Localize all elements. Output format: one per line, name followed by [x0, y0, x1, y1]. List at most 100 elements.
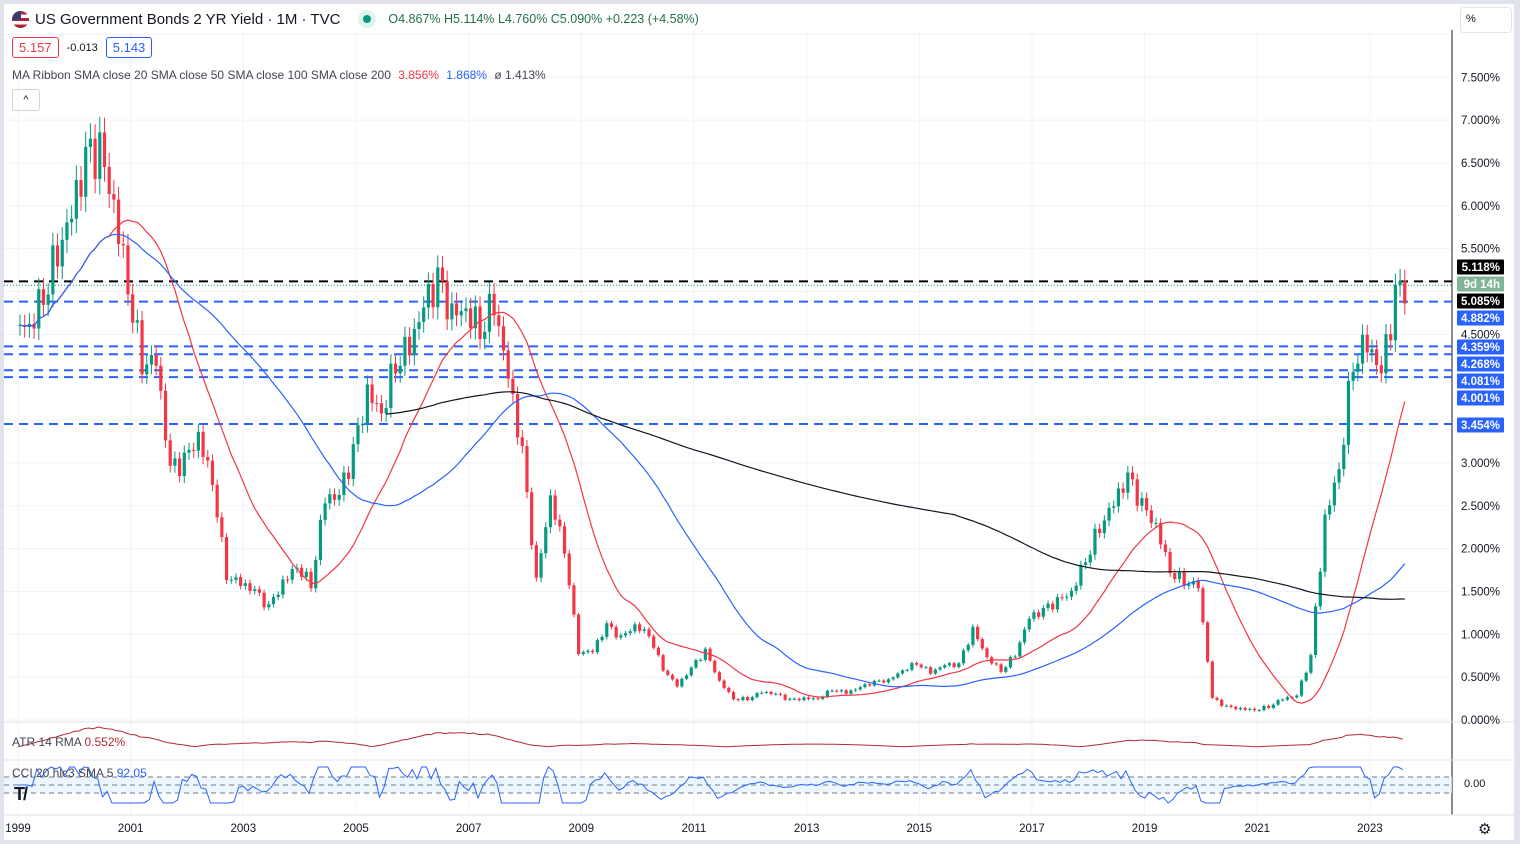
candle-body: [1220, 699, 1224, 706]
candle-body: [1022, 629, 1027, 643]
candle-body: [1102, 520, 1106, 534]
candle-body: [1083, 562, 1088, 565]
tradingview-logo: T/: [14, 784, 28, 804]
candle-body: [619, 635, 623, 638]
candle-body: [1088, 554, 1092, 563]
candle-body: [1112, 506, 1116, 508]
candle-body: [628, 631, 632, 634]
symbol-title[interactable]: US Government Bonds 2 YR Yield · 1M · TV…: [35, 10, 341, 28]
y-tick-label: 2.000%: [1461, 544, 1500, 556]
cci-legend[interactable]: CCI 20 hlc3 SMA 5 92.05: [12, 766, 147, 780]
y-tick-label: 0.000%: [1461, 715, 1500, 727]
candle-body: [652, 636, 656, 648]
candle-body: [562, 526, 567, 554]
candle-body: [1229, 705, 1233, 707]
candle-body: [210, 460, 215, 485]
candle-body: [520, 437, 524, 446]
candle-body: [1130, 472, 1135, 480]
candle-body: [525, 445, 529, 493]
candle-body: [70, 218, 74, 223]
candle-body: [393, 363, 398, 374]
settings-gear-icon[interactable]: ⚙: [1478, 821, 1492, 838]
candle-body: [1055, 597, 1060, 610]
candle-body: [1365, 334, 1369, 353]
ma-ribbon-legend[interactable]: MA Ribbon SMA close 20 SMA close 50 SMA …: [12, 68, 546, 82]
candle-body: [755, 693, 759, 698]
candle-body: [267, 604, 271, 608]
level-tag-bg: [1457, 259, 1504, 275]
candle-body: [454, 303, 459, 316]
candle-body: [337, 494, 341, 500]
y-tick-label: 4.500%: [1461, 329, 1500, 341]
y-tick-label: 7.500%: [1461, 72, 1500, 84]
candle-body: [398, 365, 402, 374]
candle-body: [548, 495, 553, 528]
candle-body: [774, 693, 778, 695]
countdown-tag-bg: [1457, 276, 1504, 292]
candle-body: [79, 179, 83, 197]
candle-body: [1332, 482, 1336, 506]
candle-body: [346, 472, 351, 479]
candle-body: [135, 320, 139, 323]
candle-body: [1285, 697, 1290, 700]
candle-body: [1398, 280, 1402, 285]
candle-body: [417, 321, 421, 329]
candle-body: [1159, 522, 1163, 545]
collapse-legend-button[interactable]: ^: [12, 89, 40, 111]
candle-body: [717, 672, 722, 681]
candle-body: [290, 569, 294, 580]
candle-body: [961, 650, 966, 664]
candle-body: [215, 484, 219, 518]
candle-body: [1224, 705, 1229, 707]
candle-body: [1065, 596, 1069, 598]
candle-body: [539, 553, 543, 578]
candle-body: [159, 365, 163, 391]
sell-button[interactable]: 5.157: [12, 37, 59, 58]
candle-body: [257, 589, 262, 593]
quote-row: 5.157 -0.013 5.143: [12, 37, 153, 58]
x-tick-label: 2019: [1132, 823, 1158, 835]
candle-body: [868, 684, 872, 686]
buy-button[interactable]: 5.143: [105, 37, 153, 58]
candle-body: [1309, 655, 1313, 673]
candle-body: [328, 494, 332, 504]
candle-body: [933, 669, 937, 674]
candle-body: [1008, 657, 1013, 668]
candle-body: [168, 440, 172, 466]
candle-body: [436, 267, 440, 308]
candle-body: [351, 444, 355, 479]
x-tick-label: 2013: [794, 823, 820, 835]
candle-body: [1116, 488, 1121, 507]
market-status-icon[interactable]: [358, 10, 377, 28]
candle-body: [684, 675, 689, 679]
candle-body: [1295, 695, 1299, 698]
candle-body: [375, 403, 379, 405]
candle-body: [924, 667, 928, 669]
cci-label: CCI 20 hlc3 SMA 5: [12, 766, 114, 780]
candle-body: [731, 692, 736, 700]
candle-body: [760, 692, 764, 694]
y-tick-label: 1.000%: [1461, 629, 1500, 641]
candle-body: [863, 684, 867, 688]
atr-legend[interactable]: ATR 14 RMA 0.552%: [12, 735, 125, 749]
candle-body: [309, 571, 313, 589]
candle-body: [605, 623, 609, 637]
candle-body: [1234, 706, 1238, 710]
x-tick-label: 2003: [231, 823, 257, 835]
candle-body: [46, 294, 50, 305]
candle-body: [196, 431, 200, 451]
candle-body: [1074, 585, 1078, 591]
candle-body: [220, 517, 224, 538]
ma-ribbon-label: MA Ribbon SMA close 20 SMA close 50 SMA …: [12, 68, 391, 82]
candle-body: [670, 674, 675, 680]
candle-body: [121, 243, 125, 246]
candle-body: [1346, 380, 1351, 445]
candle-body: [938, 667, 942, 670]
candle-body: [478, 306, 482, 340]
level-tag: 4.359%: [1461, 342, 1500, 354]
candle-body: [943, 665, 947, 668]
candle-body: [37, 289, 41, 329]
candle-body: [802, 697, 806, 701]
percent-scale-button[interactable]: %: [1460, 7, 1512, 33]
